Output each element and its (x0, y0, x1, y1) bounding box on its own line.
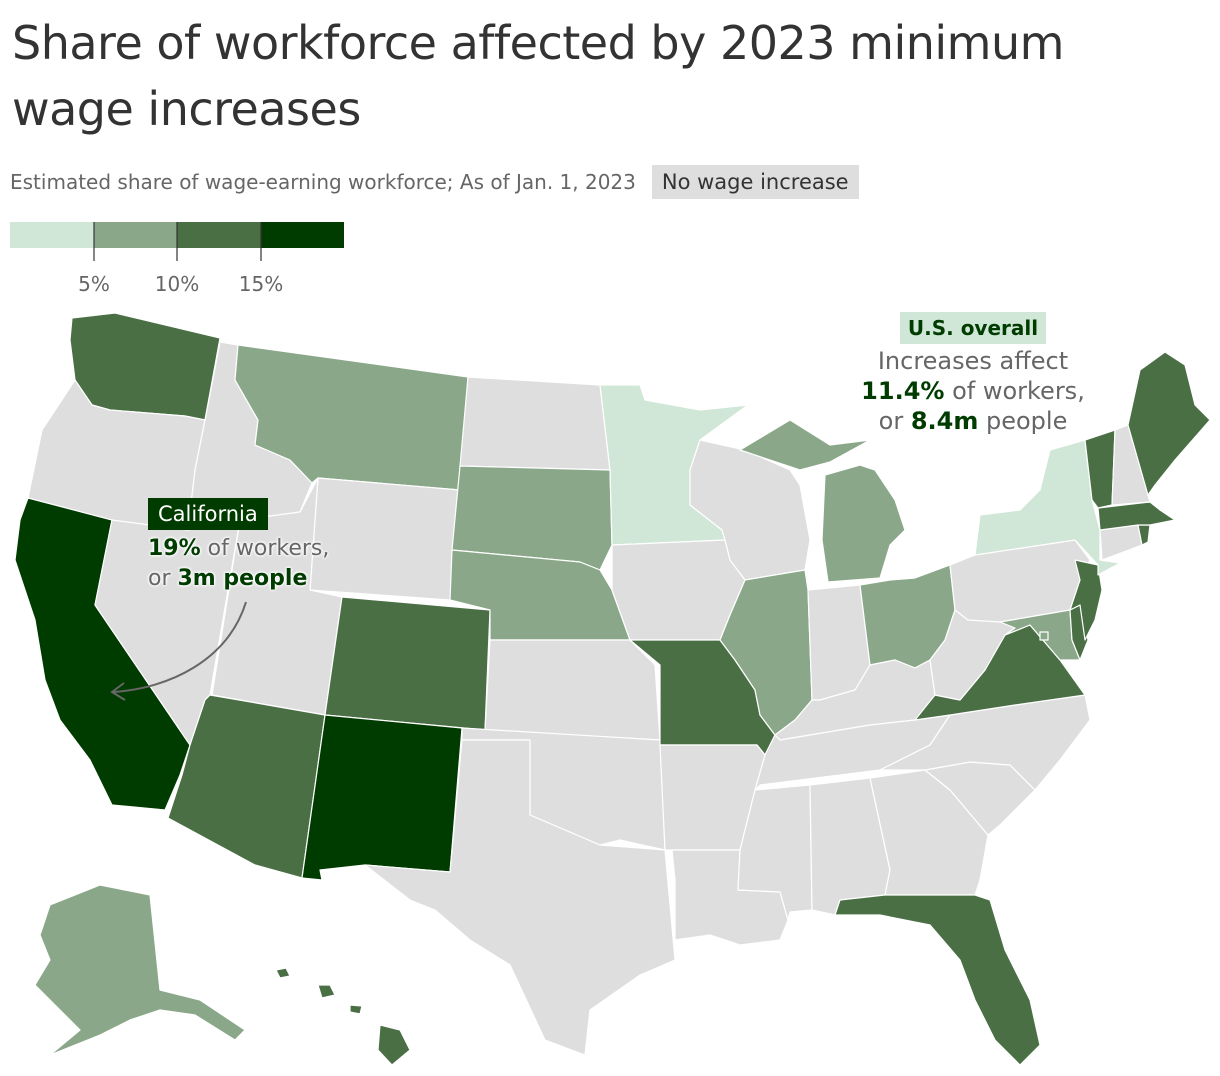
california-count: 3m people (177, 566, 308, 591)
california-callout-arrowhead (110, 682, 126, 701)
california-line1: 19% of workers, (148, 534, 368, 564)
state-kansas[interactable]: Kansas (484, 639, 661, 741)
us-overall-or: or (878, 407, 911, 435)
state-hawaii[interactable]: Hawaii (275, 967, 411, 1066)
state-vermont[interactable]: Vermont (1084, 429, 1116, 509)
state-florida[interactable]: Florida (834, 894, 1041, 1066)
state-massachusetts[interactable]: Massachusetts (1097, 501, 1176, 531)
legend-swatch-3 (261, 222, 344, 248)
state-iowa[interactable]: Iowa (611, 539, 746, 641)
state-new-mexico[interactable]: New Mexico (301, 714, 463, 881)
legend-swatch-2 (177, 222, 261, 248)
us-overall-count-suffix: people (978, 407, 1068, 435)
california-or: or (148, 566, 178, 591)
california-callout: California 19% of workers, or 3m people (148, 498, 368, 594)
state-texas[interactable]: Texas (364, 739, 676, 1056)
state-maine[interactable]: Maine (1127, 351, 1211, 496)
legend-tick-label-5: 5% (78, 272, 110, 296)
us-overall-line1: Increases affect (877, 347, 1069, 375)
california-percent: 19% (148, 536, 201, 561)
california-label: California (148, 498, 268, 530)
us-overall-line3: or 8.4m people (850, 406, 1096, 436)
us-overall-percent-suffix: of workers, (944, 377, 1085, 405)
no-increase-legend-chip: No wage increase (651, 165, 859, 199)
us-overall-label: U.S. overall (899, 312, 1047, 344)
state-new-york[interactable]: New York (974, 439, 1121, 576)
state-washington[interactable]: Washington (69, 312, 221, 421)
legend-tick-label-10: 10% (155, 272, 199, 296)
us-overall-line2: 11.4% of workers, (850, 376, 1096, 406)
legend-tick-label-15: 15% (239, 272, 283, 296)
subtitle-row: Estimated share of wage-earning workforc… (10, 163, 859, 201)
california-callout-arrow (113, 601, 247, 693)
state-alaska[interactable]: Alaska (34, 884, 246, 1056)
state-connecticut[interactable]: Connecticut (1099, 524, 1143, 561)
color-legend: 5% 10% 15% (10, 222, 344, 296)
us-overall-count: 8.4m (910, 407, 979, 435)
california-percent-suffix: of workers, (200, 536, 330, 561)
us-overall-percent: 11.4% (861, 377, 945, 405)
state-colorado[interactable]: Colorado (324, 596, 491, 731)
state-new-hampshire[interactable]: New Hampshire (1111, 424, 1151, 506)
chart-subtitle: Estimated share of wage-earning workforc… (10, 170, 636, 194)
state-district-of-columbia[interactable]: District of Columbia (1039, 631, 1049, 641)
state-north-dakota[interactable]: North Dakota (459, 376, 611, 471)
legend-swatch-0 (10, 222, 94, 248)
legend-swatch-1 (94, 222, 177, 248)
chart-title: Share of workforce affected by 2023 mini… (12, 16, 1064, 136)
california-line2: or 3m people (148, 564, 368, 594)
state-michigan[interactable]: Michigan (739, 419, 906, 583)
state-illinois[interactable]: Illinois (719, 569, 813, 736)
us-overall-callout: U.S. overall Increases affect 11.4% of w… (850, 312, 1096, 436)
